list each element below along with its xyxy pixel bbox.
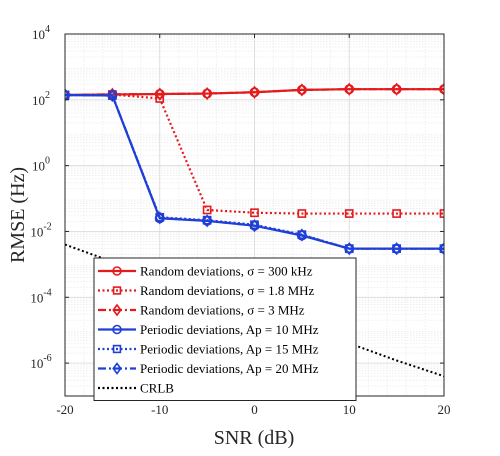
data-point <box>249 219 260 233</box>
x-tick-label: 10 <box>343 402 356 417</box>
x-tick-label: 0 <box>251 402 258 417</box>
series-line <box>65 243 444 378</box>
data-point <box>202 86 213 101</box>
data-point <box>344 209 354 218</box>
legend-label: Random deviations, σ = 1.8 MHz <box>140 283 315 298</box>
x-axis-label: SNR (dB) <box>214 427 295 449</box>
legend-label: Random deviations, σ = 3 MHz <box>140 303 305 318</box>
data-point <box>439 82 444 96</box>
series-layer <box>65 82 444 378</box>
data-point <box>107 88 118 103</box>
y-axis-label: RMSE (Hz) <box>7 167 29 263</box>
x-tick-label: 20 <box>438 402 451 417</box>
data-point <box>391 82 402 96</box>
legend-box <box>93 257 357 401</box>
data-point <box>112 344 122 354</box>
legend-item: Random deviations, σ = 300 kHz <box>98 264 313 279</box>
x-tick-label: -10 <box>151 402 168 417</box>
data-point <box>155 94 165 103</box>
y-tick-label: 104 <box>32 24 50 42</box>
data-point <box>344 242 355 256</box>
data-point <box>392 209 401 218</box>
data-point <box>154 211 165 225</box>
legend-label: Periodic deviations, Ap = 10 MHz <box>140 322 319 337</box>
data-point <box>296 228 307 242</box>
legend-item: Random deviations, σ = 3 MHz <box>98 303 305 318</box>
y-tick-label: 100 <box>32 156 50 174</box>
axis-ticks <box>64 33 445 396</box>
y-tick-label: 102 <box>32 90 50 108</box>
legend: Random deviations, σ = 300 kHz Random dev… <box>93 257 357 401</box>
series-line <box>65 88 444 97</box>
legend-label: Random deviations, σ = 300 kHz <box>140 264 313 279</box>
series-periodic-deviations-ap-20-mhz <box>65 88 444 256</box>
legend-label: Periodic deviations, Ap = 20 MHz <box>140 361 319 376</box>
data-point <box>112 362 122 375</box>
data-point <box>297 209 307 218</box>
legend-item: Random deviations, σ = 1.8 MHz <box>98 283 315 298</box>
legend-item: Periodic deviations, Ap = 15 MHz <box>98 342 319 357</box>
series-line <box>65 93 444 215</box>
data-point <box>65 88 70 102</box>
legend-item: CRLB <box>98 381 174 396</box>
data-point <box>439 242 444 256</box>
legend-label: CRLB <box>140 381 174 396</box>
x-tick-labels: -20 -10 0 10 20 <box>56 402 450 417</box>
y-tick-label: 10-2 <box>30 221 51 239</box>
data-point <box>112 324 122 335</box>
y-tick-label: 10-6 <box>30 353 51 371</box>
data-point <box>202 205 212 215</box>
legend-label: Periodic deviations, Ap = 15 MHz <box>140 342 319 357</box>
series-line <box>65 93 444 250</box>
legend-item: Periodic deviations, Ap = 10 MHz <box>98 322 319 337</box>
data-point <box>391 242 402 256</box>
y-tick-labels: 10-6 10-4 10-2 100 102 104 <box>30 24 51 371</box>
data-point <box>154 87 165 101</box>
data-point <box>112 266 122 276</box>
data-point <box>112 286 122 295</box>
data-point <box>250 208 259 218</box>
y-tick-label: 10-4 <box>30 287 51 305</box>
data-point <box>344 82 355 96</box>
series-crlb <box>65 243 444 378</box>
legend-item: Periodic deviations, Ap = 20 MHz <box>98 361 319 376</box>
data-point <box>296 83 307 97</box>
data-point <box>202 214 213 228</box>
data-point <box>112 303 122 317</box>
data-point <box>249 85 260 99</box>
series-random-deviations-3-mhz <box>65 82 444 102</box>
x-tick-label: -20 <box>56 402 73 417</box>
